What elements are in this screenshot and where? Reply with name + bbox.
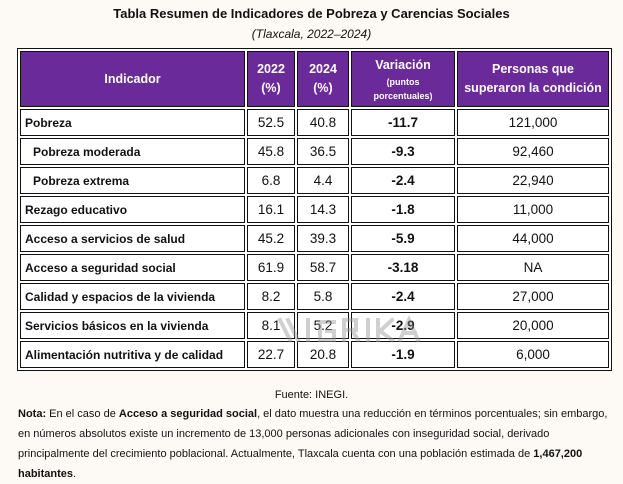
cell-y2022: 52.5 [247, 109, 295, 136]
cell-indicador: Pobreza extrema [20, 167, 245, 194]
header-2024-unit: (%) [313, 81, 333, 95]
cell-indicador: Rezago educativo [20, 196, 245, 223]
table-row: Calidad y espacios de la vivienda 8.2 5.8-… [20, 283, 609, 310]
header-indicador: Indicador [20, 51, 245, 107]
cell-y2022: 45.2 [247, 225, 295, 252]
table-row: Pobreza extrema 6.8 4.4 -2.4 22,940 [20, 167, 609, 194]
cell-y2024: 58.7 [297, 254, 349, 281]
table-row: Pobreza 52.5 40.8 -11.7 121,000 [20, 109, 609, 136]
table-row: Acceso a seguridad social 61.9 58.7 -3.18 NA [20, 254, 609, 281]
cell-variacion: -5.9 [351, 225, 455, 252]
cell-y2024: 39.3 [297, 225, 349, 252]
table-title: Tabla Resumen de Indicadores de Pobreza … [113, 6, 510, 21]
cell-y2024: 5.2 [297, 312, 349, 339]
header-row: Indicador 2022 (%) 2024 (%) Variación (punt… [20, 51, 609, 107]
cell-personas: 92,460 [457, 138, 609, 165]
cell-y2022: 6.8 [247, 167, 295, 194]
header-variacion-unit: (puntos porcentuales) [373, 76, 433, 101]
cell-personas: NA [457, 254, 609, 281]
header-variacion: Variación (puntos porcentuales) [351, 51, 455, 107]
table-row: Pobreza moderada 45.8 36.5 -9.3 92,460 [20, 138, 609, 165]
cell-variacion: -2.4 [351, 283, 455, 310]
cell-y2022: 61.9 [247, 254, 295, 281]
note-text: , el dato muestra una reducción en térmi… [18, 408, 608, 460]
summary-table: Indicador 2022 (%) 2024 (%) Variación (punt… [17, 48, 612, 371]
cell-personas: 27,000 [457, 283, 609, 310]
cell-indicador: Servicios básicos en la vivienda [20, 312, 245, 339]
note-text: . [73, 468, 77, 480]
cell-y2024: 4.4 [297, 167, 349, 194]
table-row: Alimentación nutritiva y de calidad 22.7 2… [20, 341, 609, 368]
cell-variacion: -2.9 [351, 312, 455, 339]
cell-y2024: 14.3 [297, 196, 349, 223]
cell-variacion: -1.9 [351, 341, 455, 368]
cell-y2024: 5.8 [297, 283, 349, 310]
cell-personas: 121,000 [457, 109, 609, 136]
table-row: Servicios básicos en la vivienda 8.1 5.2 -2… [20, 312, 609, 339]
cell-indicador: Acceso a seguridad social [20, 254, 245, 281]
cell-variacion: -2.4 [351, 167, 455, 194]
cell-y2024: 20.8 [297, 341, 349, 368]
table-row: Acceso a servicios de salud 45.2 39.3 -5.9 4… [20, 225, 609, 252]
cell-personas: 22,940 [457, 167, 609, 194]
note-text: En el caso de [46, 408, 119, 420]
header-personas: Personas que superaron la condición [457, 51, 609, 107]
note-bold: Acceso a seguridad social [118, 408, 258, 420]
note: Nota: En el caso de Acceso a seguridad s… [18, 404, 610, 484]
cell-y2024: 36.5 [297, 138, 349, 165]
cell-y2024: 40.8 [297, 109, 349, 136]
cell-y2022: 16.1 [247, 196, 295, 223]
header-2022-unit: (%) [261, 81, 281, 95]
cell-indicador: Alimentación nutritiva y de calidad [20, 341, 245, 368]
source: Fuente: INEGI. [274, 389, 349, 401]
cell-y2022: 8.2 [247, 283, 295, 310]
table-subtitle: (Tlaxcala, 2022–2024) [251, 27, 372, 41]
cell-variacion: -9.3 [351, 138, 455, 165]
cell-y2022: 45.8 [247, 138, 295, 165]
cell-indicador: Calidad y espacios de la vivienda [20, 283, 245, 310]
header-2022: 2022 (%) [247, 51, 295, 107]
cell-indicador: Pobreza [20, 109, 245, 136]
cell-indicador: Pobreza moderada [20, 138, 245, 165]
header-2024-label: 2024 [309, 62, 337, 76]
cell-y2022: 8.1 [247, 312, 295, 339]
cell-personas: 11,000 [457, 196, 609, 223]
cell-variacion: -3.18 [351, 254, 455, 281]
cell-personas: 6,000 [457, 341, 609, 368]
cell-variacion: -11.7 [351, 109, 455, 136]
header-variacion-label: Variación [375, 57, 431, 72]
header-2022-label: 2022 [257, 62, 285, 76]
cell-y2022: 22.7 [247, 341, 295, 368]
cell-indicador: Acceso a servicios de salud [20, 225, 245, 252]
cell-personas: 44,000 [457, 225, 609, 252]
header-2024: 2024 (%) [297, 51, 349, 107]
cell-personas: 20,000 [457, 312, 609, 339]
cell-variacion: -1.8 [351, 196, 455, 223]
table-row: Rezago educativo 16.1 14.3 -1.8 11,000 [20, 196, 609, 223]
note-label: Nota: [18, 408, 47, 420]
